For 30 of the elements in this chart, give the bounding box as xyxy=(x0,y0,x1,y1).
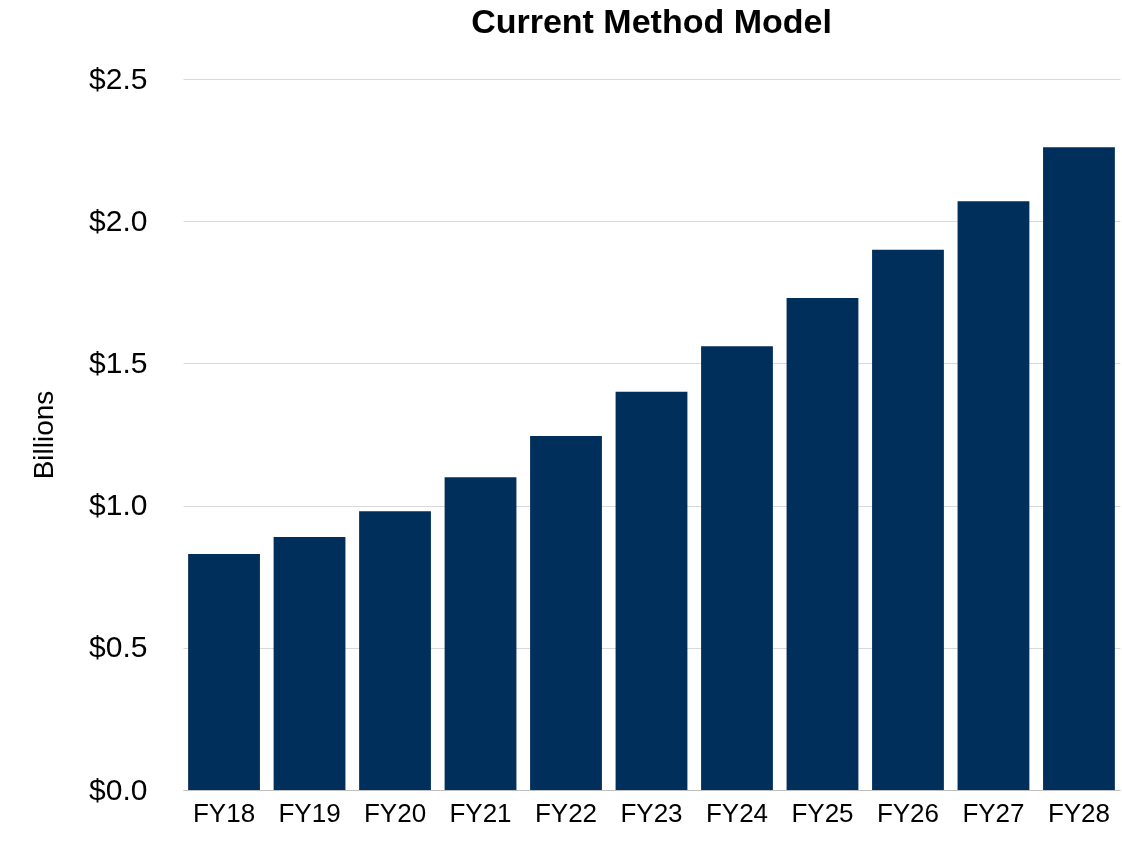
bar xyxy=(957,201,1030,790)
bar xyxy=(1043,147,1115,790)
y-tick-label: $2.5 xyxy=(89,61,148,95)
x-tick-label: FY18 xyxy=(192,797,256,828)
x-tick-label: FY21 xyxy=(449,797,512,828)
y-tick-label: $1.5 xyxy=(89,345,148,379)
y-tick-label: $2.0 xyxy=(89,203,148,237)
chart-title: Current Method Model xyxy=(471,2,832,40)
x-tick-label: FY22 xyxy=(534,797,598,828)
bar xyxy=(359,511,431,790)
x-tick-label: FY26 xyxy=(876,797,940,828)
y-tick-label: $1.0 xyxy=(89,488,148,522)
bar xyxy=(273,536,346,790)
x-tick-label: FY28 xyxy=(1047,797,1111,828)
x-tick-label: FY24 xyxy=(705,797,769,828)
bar xyxy=(872,249,944,790)
bar xyxy=(530,435,602,790)
y-tick-label: $0.0 xyxy=(89,772,148,806)
bar xyxy=(615,391,688,790)
bar xyxy=(701,346,773,790)
y-axis-title: Billions xyxy=(28,390,60,480)
x-tick-label: FY23 xyxy=(620,797,683,828)
x-tick-label: FY27 xyxy=(962,797,1025,828)
bar xyxy=(188,553,260,790)
bar xyxy=(786,297,859,790)
bar xyxy=(444,477,517,790)
x-tick-label: FY20 xyxy=(363,797,427,828)
x-tick-label: FY19 xyxy=(278,797,341,828)
x-tick-label: FY25 xyxy=(791,797,854,828)
y-tick-label: $0.5 xyxy=(89,630,148,664)
